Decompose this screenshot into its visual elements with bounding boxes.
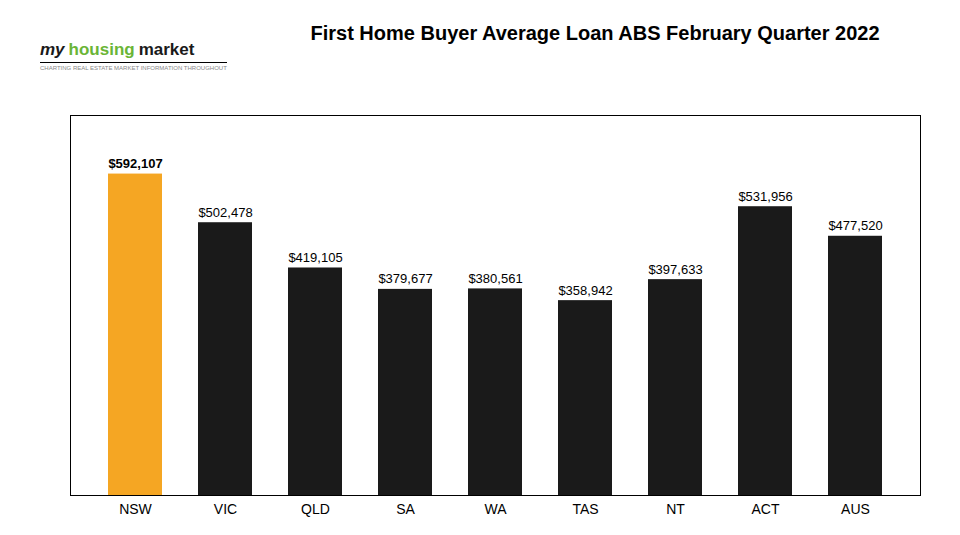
html-text:First Home Buyer Average Loan: First Home Buyer Average Loan ABS Februa… (310, 22, 880, 44)
svg-text:VIC: VIC (214, 501, 237, 517)
svg-text:SA: SA (396, 501, 415, 517)
html-text:CHARTING REAL ESTATE MARKET IN: CHARTING REAL ESTATE MARKET INFORMATION … (40, 65, 227, 71)
svg-text:$380,561: $380,561 (468, 271, 522, 286)
svg-text:NT: NT (666, 501, 685, 517)
svg-text:$419,105: $419,105 (288, 250, 342, 265)
svg-text:QLD: QLD (301, 501, 330, 517)
svg-text:$358,942: $358,942 (558, 283, 612, 298)
svg-text:WA: WA (484, 501, 507, 517)
svg-text:$531,956: $531,956 (738, 189, 792, 204)
svg-text:$477,520: $477,520 (828, 218, 882, 233)
svg-text:$379,677: $379,677 (378, 271, 432, 286)
svg-text:$502,478: $502,478 (198, 205, 252, 220)
svg-text:NSW: NSW (119, 501, 152, 517)
svg-text:AUS: AUS (841, 501, 870, 517)
svg-text:TAS: TAS (572, 501, 598, 517)
html-text:my housing market: my housing market (40, 40, 195, 59)
svg-text:ACT: ACT (752, 501, 780, 517)
svg-text:$397,633: $397,633 (648, 262, 702, 277)
svg-text:$592,107: $592,107 (108, 156, 162, 171)
